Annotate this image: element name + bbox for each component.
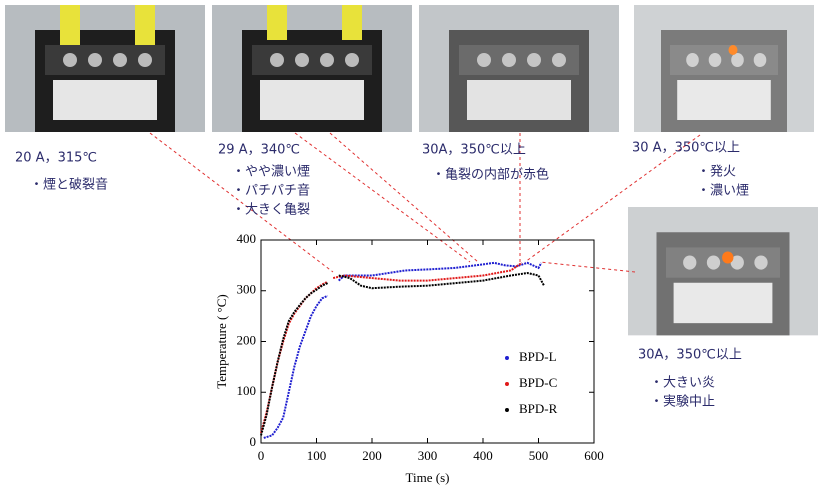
y-tick-label: 100	[237, 383, 257, 398]
annotation-line: ・煙と破裂音	[30, 177, 108, 193]
legend-marker	[505, 356, 509, 360]
y-axis-label: Temperature ( °C)	[214, 294, 229, 389]
x-axis-label: Time (s)	[406, 470, 450, 485]
series-line	[260, 262, 523, 434]
annotation-line: ・大きく亀裂	[232, 203, 310, 218]
series-line	[263, 261, 543, 439]
legend-marker	[505, 382, 509, 386]
annotation-line: ・実験中止	[650, 394, 715, 410]
annotation-heading: 30 A，350℃以上	[632, 141, 740, 156]
x-tick-label: 600	[584, 448, 604, 463]
annotation-line: ・大きい炎	[650, 376, 715, 391]
y-tick-label: 400	[237, 231, 257, 246]
series-line	[260, 271, 545, 436]
annotation-line: ・発火	[697, 165, 736, 180]
x-tick-label: 300	[418, 448, 438, 463]
annotation-line: ・亀裂の内部が赤色	[432, 167, 549, 183]
x-tick-label: 100	[307, 448, 327, 463]
annotation-line: ・濃い煙	[697, 184, 749, 199]
y-tick-label: 300	[237, 282, 257, 297]
plot: 0 100 200 300 400 500 600 0 100 200 300 400 Time (s)…	[214, 231, 604, 485]
x-tick-label: 400	[473, 448, 493, 463]
y-tick-label: 200	[237, 332, 257, 347]
legend-label: BPD-C	[519, 375, 557, 390]
x-tick-label: 0	[258, 448, 265, 463]
annotation-heading: 30A，350℃以上	[638, 348, 742, 363]
annotation-heading: 29 A，340℃	[218, 143, 300, 158]
legend-label: BPD-R	[519, 401, 558, 416]
legend-label: BPD-L	[519, 349, 557, 364]
y-tick-label: 0	[250, 434, 257, 449]
annotation-heading: 20 A，315℃	[15, 151, 97, 166]
photos	[5, 5, 818, 336]
x-tick-label: 200	[362, 448, 382, 463]
annotation-line: ・パチパチ音	[232, 183, 310, 199]
legend-marker	[505, 408, 509, 412]
annotation-heading: 30A，350℃以上	[422, 143, 526, 158]
x-tick-label: 500	[529, 448, 549, 463]
annotation-line: ・やや濃い煙	[232, 165, 310, 180]
